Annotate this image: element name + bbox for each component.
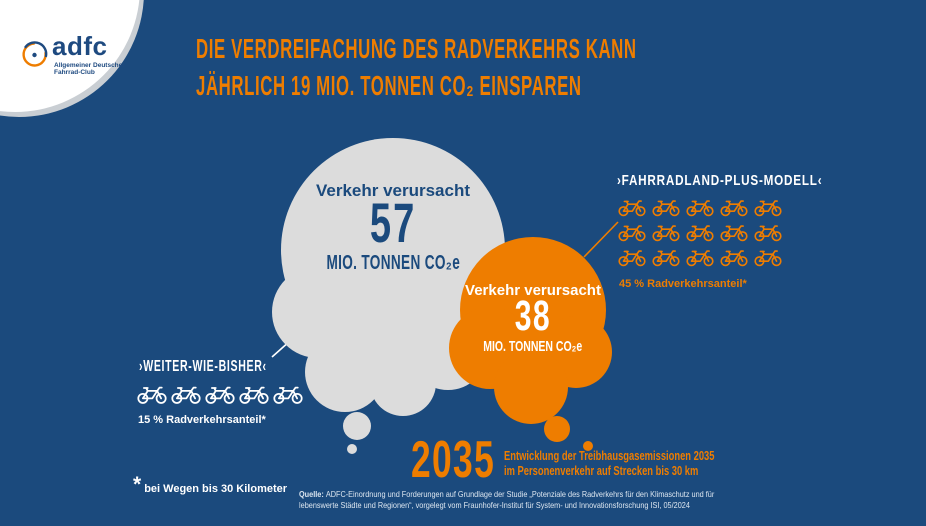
footnote-text: bei Wegen bis 30 Kilometer [144, 483, 288, 495]
plus-bike-grid [618, 198, 794, 267]
baseline-bike-row [137, 384, 303, 405]
baseline-emissions-number: 57 [369, 191, 417, 254]
bicycle-icon [652, 198, 680, 217]
bicycle-icon [720, 248, 748, 267]
plus-scenario-label: ›FAHRRADLAND-PLUS-MODELL‹ [617, 172, 880, 189]
asterisk-symbol: * [133, 473, 142, 496]
bicycle-icon [754, 248, 782, 267]
adfc-logo-subline-2: Fahrrad-Club [54, 69, 95, 76]
source-label: Quelle: [299, 489, 324, 499]
plus-scenario-label-text: ›FAHRRADLAND-PLUS-MODELL‹ [617, 172, 823, 189]
baseline-emissions-unit: MIO. TONNEN CO₂e [326, 252, 460, 274]
baseline-bubble-unit: MIO. TONNEN CO₂e [288, 252, 498, 275]
headline-line-1: DIE VERDREIFACHUNG DES RADVERKEHRS KANN [196, 33, 637, 64]
year-description-line-1: Entwicklung der Treibhausgasemissionen 2… [504, 449, 715, 463]
baseline-scenario-label: ›WEITER-WIE-BISHER‹ [139, 358, 327, 376]
bicycle-icon [754, 198, 782, 217]
bicycle-icon [239, 384, 269, 405]
baseline-bubble-value: 57 [288, 195, 498, 251]
plus-share-label: 45 % Radverkehrsanteil* [619, 278, 747, 290]
bicycle-icon [686, 223, 714, 242]
adfc-wordmark: adfc [52, 31, 108, 61]
bicycle-icon [652, 248, 680, 267]
bicycle-icon [720, 198, 748, 217]
headline: DIE VERDREIFACHUNG DES RADVERKEHRS KANN … [196, 30, 926, 104]
adfc-wheel-icon [22, 41, 48, 67]
plus-emissions-number: 38 [514, 292, 552, 340]
footnote: * bei Wegen bis 30 Kilometer [133, 473, 288, 496]
bicycle-icon [686, 198, 714, 217]
bicycle-icon [137, 384, 167, 405]
plus-bubble-unit: MIO. TONNEN CO₂e [443, 338, 623, 355]
bicycle-icon [618, 198, 646, 217]
headline-line-2: JÄHRLICH 19 MIO. TONNEN CO₂ EINSPAREN [196, 70, 582, 101]
year-number: 2035 [411, 431, 496, 489]
baseline-share-label: 15 % Radverkehrsanteil* [138, 414, 266, 426]
bicycle-icon [686, 248, 714, 267]
bicycle-icon [273, 384, 303, 405]
plus-bubble-intro: Verkehr verursacht [465, 282, 601, 299]
bicycle-icon [618, 248, 646, 267]
bicycle-icon [754, 223, 782, 242]
bicycle-icon [652, 223, 680, 242]
adfc-logo-subline: Allgemeiner Deutscher Fahrrad-Club [54, 62, 125, 76]
bicycle-icon [171, 384, 201, 405]
source-line-2: lebenswerte Städte und Regionen“, vorgel… [299, 500, 690, 510]
plus-emissions-unit: MIO. TONNEN CO₂e [483, 338, 583, 355]
year-description-line-2: im Personenverkehr auf Strecken bis 30 k… [504, 464, 699, 478]
adfc-logo-subline-1: Allgemeiner Deutscher [54, 62, 125, 69]
baseline-scenario-label-text: ›WEITER-WIE-BISHER‹ [139, 358, 267, 375]
plus-bubble-value: 38 [443, 295, 623, 338]
baseline-bubble-intro: Verkehr verursacht [315, 181, 471, 200]
bicycle-icon [618, 223, 646, 242]
source-note: Quelle: ADFC-Einordnung und Forderungen … [299, 489, 782, 511]
year-label: 2035 [411, 434, 535, 486]
source-line-1: ADFC-Einordnung und Forderungen auf Grun… [325, 489, 715, 499]
bicycle-icon [205, 384, 235, 405]
plus-leader-line [583, 221, 619, 258]
plus-thought-bubble [449, 237, 612, 451]
year-description: Entwicklung der Treibhausgasemissionen 2… [504, 449, 785, 479]
bicycle-icon [720, 223, 748, 242]
